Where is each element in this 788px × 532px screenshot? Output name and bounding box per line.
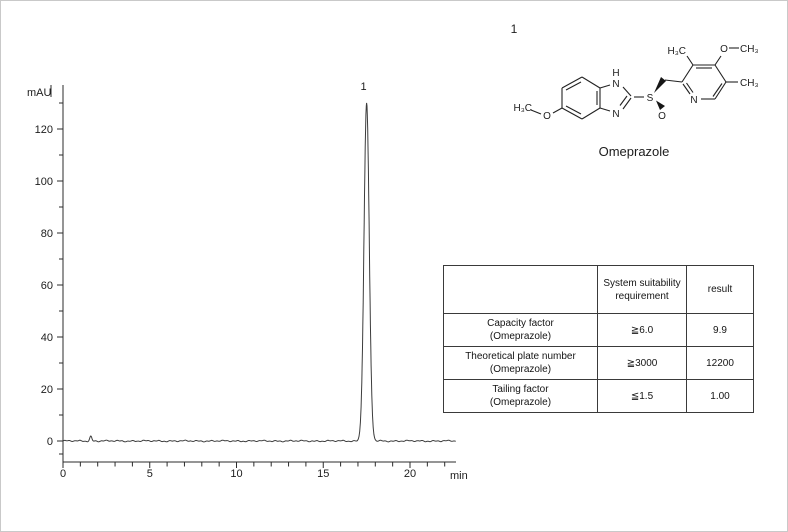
parameter-cell: Capacity factor (Omeprazole): [443, 313, 598, 347]
omeprazole-structure: H₃C O H N N S O H₃C O CH₃ CH₃ N 1 Omepra…: [511, 22, 759, 159]
pyridine-h3c-label: H₃C: [667, 46, 686, 57]
structure-name-caption: Omeprazole: [599, 144, 670, 159]
x-tick-label: 15: [317, 468, 329, 480]
methoxy-h3c-label: H₃C: [513, 103, 532, 114]
system-suitability-table: System suitability requirement result Ca…: [443, 265, 754, 413]
table-row: Tailing factor (Omeprazole) ≦1.5 1.00: [443, 379, 754, 413]
requirement-cell: ≧3000: [597, 346, 687, 380]
sulfoxide-o-label: O: [658, 111, 666, 122]
y-axis-ticks: 0 20 40 60 80 100 120: [35, 102, 63, 455]
s-o-wedge-bond: [656, 100, 665, 110]
y-axis-unit-label: mAU: [27, 87, 52, 99]
peak-number-label: 1: [361, 81, 367, 93]
pyridine-o-label: O: [720, 44, 728, 55]
pyridine-och3-label: CH₃: [740, 44, 759, 55]
table-row: Theoretical plate number (Omeprazole) ≧3…: [443, 346, 754, 380]
result-cell: 1.00: [686, 379, 754, 413]
table-header-row: System suitability requirement result: [443, 265, 754, 314]
y-tick-label: 120: [35, 124, 53, 136]
y-tick-label: 40: [41, 332, 53, 344]
imidazole-n1-label: N: [612, 79, 619, 90]
table-row: Capacity factor (Omeprazole) ≧6.0 9.9: [443, 313, 754, 347]
x-axis-unit-label: min: [450, 470, 468, 482]
x-tick-label: 0: [60, 468, 66, 480]
parameter-cell: Theoretical plate number (Omeprazole): [443, 346, 598, 380]
requirement-cell: ≦1.5: [597, 379, 687, 413]
parameter-compound: (Omeprazole): [489, 331, 552, 342]
structure-index-label: 1: [511, 22, 518, 36]
imidazole-n3-label: N: [612, 109, 619, 120]
structure-atom-labels: H₃C O H N N S O H₃C O CH₃ CH₃ N: [513, 44, 758, 122]
corner-header-cell: [443, 265, 598, 314]
structure-bonds: [530, 47, 739, 120]
y-tick-label: 80: [41, 228, 53, 240]
y-tick-label: 100: [35, 176, 53, 188]
pyridine-n-label: N: [690, 95, 697, 106]
requirement-header-cell: System suitability requirement: [597, 265, 687, 314]
requirement-cell: ≧6.0: [597, 313, 687, 347]
y-tick-label: 0: [47, 436, 53, 448]
parameter-name: Tailing factor: [492, 384, 549, 395]
result-cell: 9.9: [686, 313, 754, 347]
x-tick-label: 10: [230, 468, 242, 480]
result-header-cell: result: [686, 265, 754, 314]
result-cell: 12200: [686, 346, 754, 380]
sulfoxide-s-label: S: [647, 93, 654, 104]
parameter-name: Capacity factor: [487, 318, 554, 329]
y-tick-label: 60: [41, 280, 53, 292]
x-axis-ticks: 0 5 10 15 20: [60, 462, 446, 480]
ch2-wedge-bond: [654, 77, 666, 93]
parameter-cell: Tailing factor (Omeprazole): [443, 379, 598, 413]
chromatogram-trace: [62, 102, 456, 443]
parameter-name: Theoretical plate number: [465, 351, 576, 362]
methoxy-o-label: O: [543, 111, 551, 122]
x-tick-label: 5: [147, 468, 153, 480]
x-tick-label: 20: [404, 468, 416, 480]
y-tick-label: 20: [41, 384, 53, 396]
imidazole-h-label: H: [612, 68, 619, 79]
pyridine-ch3-label: CH₃: [740, 78, 759, 89]
parameter-compound: (Omeprazole): [489, 364, 552, 375]
parameter-compound: (Omeprazole): [489, 397, 552, 408]
